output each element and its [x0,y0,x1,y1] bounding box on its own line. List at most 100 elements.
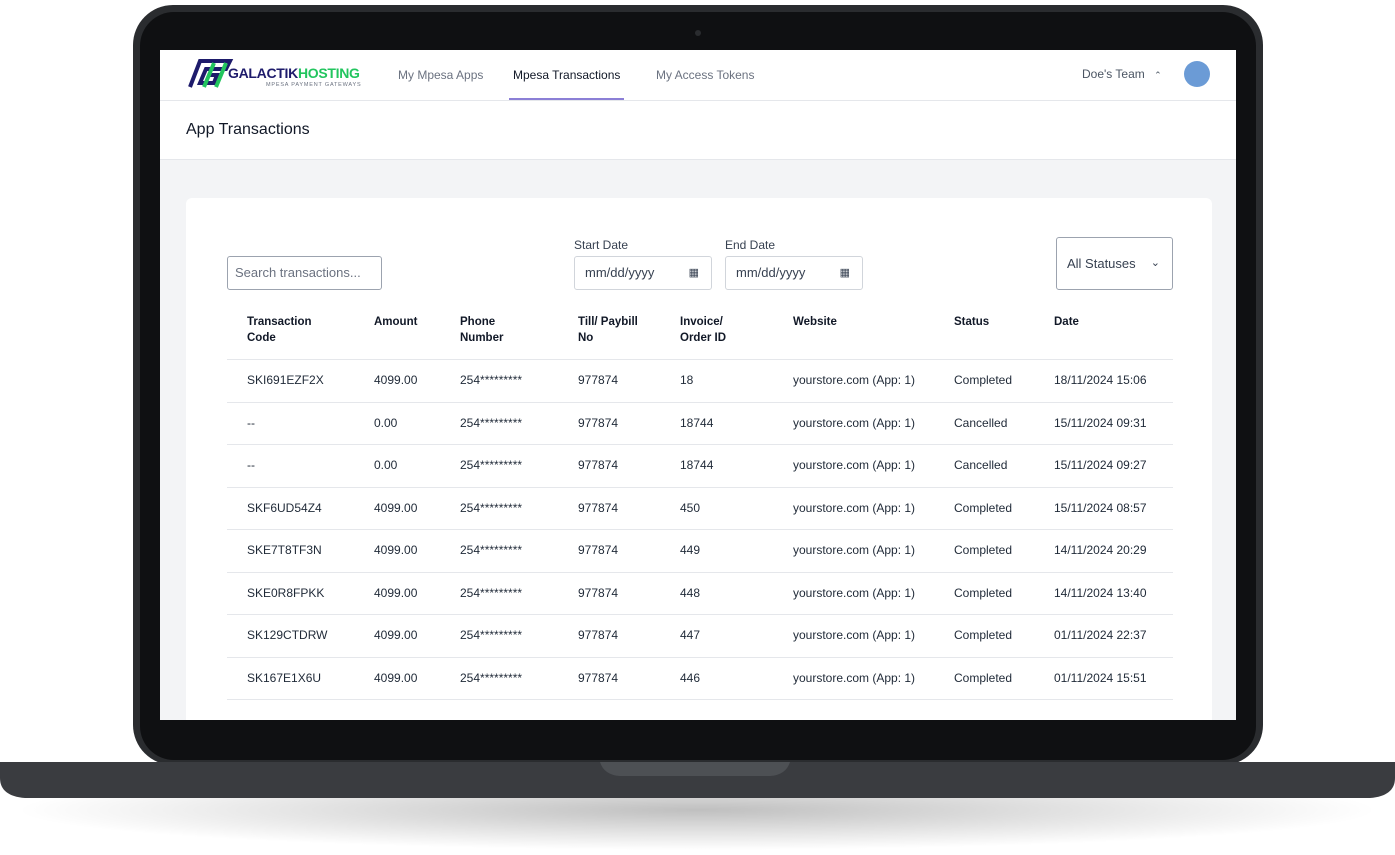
row-separator [227,486,1173,488]
table-cell: yourstore.com (App: 1) [793,373,916,387]
row-separator [227,699,1173,700]
table-cell: 254********* [460,543,523,557]
logo-icon [188,59,234,88]
status-value: All Statuses [1067,256,1136,271]
table-cell: 448 [680,585,701,600]
start-date-label: Start Date [574,238,629,252]
transactions-table: Transaction Code Amount Phone Number Till/ … [227,308,1173,720]
table-cell: SK129CTDRW [247,628,328,642]
table-cell: 15/11/2024 09:27 [1054,458,1147,472]
table-cell: 254********* [460,670,523,685]
row-separator [227,359,1173,360]
table-cell: 4099.00 [374,628,418,642]
table-cell: SKE7T8TF3N [247,543,322,557]
column-header: Phone Number [460,316,504,344]
table-cell: yourstore.com (App: 1) [793,628,916,642]
table-cell: 01/11/2024 22:37 [1054,628,1147,642]
status-select[interactable]: All Statuses ⌄ [1056,237,1173,290]
column-header: Date [1054,316,1079,328]
column-header: Invoice/ Order ID [680,316,727,344]
team-name: Doe's Team [1082,67,1145,81]
column-header: Till/ Paybill No [578,316,638,344]
table-cell: 254********* [460,458,523,472]
table-cell: 254********* [460,373,523,387]
table-cell: 254********* [460,585,523,600]
column-header: Website [793,316,837,328]
end-date-input[interactable]: mm/dd/yyyy ▦ [725,256,863,290]
date-placeholder: mm/dd/yyyy [736,265,806,280]
table-cell: 977874 [578,543,619,557]
brand-part: HOSTING [297,65,360,81]
table-cell: 977874 [578,373,619,387]
brand-part: GALACTIK [228,65,298,81]
table-cell: 4099.00 [374,500,418,515]
table-cell: 4099.00 [374,543,418,557]
page-title: App Transactions [186,121,310,138]
table-cell: 01/11/2024 15:51 [1054,670,1147,685]
table-cell: 447 [680,628,701,642]
table-cell: 254********* [460,500,523,515]
table-cell: 0.00 [374,458,398,472]
table-cell: SKF6UD54Z4 [247,500,322,515]
table-cell: Completed [954,543,1013,557]
table-cell: 977874 [578,585,619,600]
table-cell: Cancelled [954,415,1008,430]
search-input[interactable]: Search transactions... [227,256,382,290]
table-cell: 977874 [578,458,619,472]
row-separator [227,614,1173,615]
table-cell: 977874 [578,415,619,430]
table-cell: -- [247,458,255,472]
table-cell: yourstore.com (App: 1) [793,543,916,557]
nav-tab[interactable]: My Access Tokens [656,68,755,82]
row-separator [227,444,1173,445]
table-cell: 15/11/2024 09:31 [1054,415,1147,430]
table-cell: -- [247,415,255,430]
table-cell: 18744 [680,415,714,430]
top-bar: GALACTIKHOSTING MPESA PAYMENT GATEWAYS M… [160,50,1236,101]
table-cell: 14/11/2024 13:40 [1054,585,1147,600]
screen: GALACTIKHOSTING MPESA PAYMENT GATEWAYS M… [160,50,1236,720]
table-cell: Completed [954,373,1013,387]
brand-name: GALACTIKHOSTING [228,65,360,81]
table-cell: 254********* [460,628,523,642]
start-date-input[interactable]: mm/dd/yyyy ▦ [574,256,712,290]
table-cell: yourstore.com (App: 1) [793,458,916,472]
table-cell: yourstore.com (App: 1) [793,585,916,600]
table-cell: 4099.00 [374,670,418,685]
column-header: Status [954,316,990,328]
avatar[interactable] [1184,61,1210,87]
brand-tagline: MPESA PAYMENT GATEWAYS [266,82,362,88]
table-cell: 449 [680,543,701,557]
row-separator [227,656,1173,658]
table-cell: Completed [954,628,1013,642]
table-cell: 14/11/2024 20:29 [1054,543,1147,557]
table-cell: Cancelled [954,458,1008,472]
table-cell: SKI691EZF2X [247,373,324,387]
table-cell: Completed [954,585,1013,600]
table-cell: 18/11/2024 15:06 [1054,373,1147,387]
team-selector[interactable]: Doe's Team ⌃ [1082,67,1162,81]
column-header: Transaction Code [247,316,312,344]
title-bar: App Transactions [160,101,1236,160]
table-cell: 4099.00 [374,585,418,600]
table-cell: 446 [680,670,701,685]
table-cell: 4099.00 [374,373,418,387]
table-cell: 254********* [460,415,523,430]
table-cell: SKE0R8FPKK [247,585,325,600]
table-cell: 977874 [578,628,619,642]
nav-tab[interactable]: My Mpesa Apps [398,68,484,82]
table-cell: 450 [680,500,701,515]
table-cell: yourstore.com (App: 1) [793,500,916,515]
row-separator [227,571,1173,573]
row-separator [227,401,1173,403]
table-cell: 0.00 [374,415,398,430]
table-cell: 977874 [578,500,619,515]
table-cell: 15/11/2024 08:57 [1054,500,1147,515]
date-placeholder: mm/dd/yyyy [585,265,655,280]
table-cell: Completed [954,670,1013,685]
table-cell: 977874 [578,670,619,685]
table-cell: yourstore.com (App: 1) [793,415,916,430]
table-cell: yourstore.com (App: 1) [793,670,916,685]
nav-tab[interactable]: Mpesa Transactions [509,50,625,100]
